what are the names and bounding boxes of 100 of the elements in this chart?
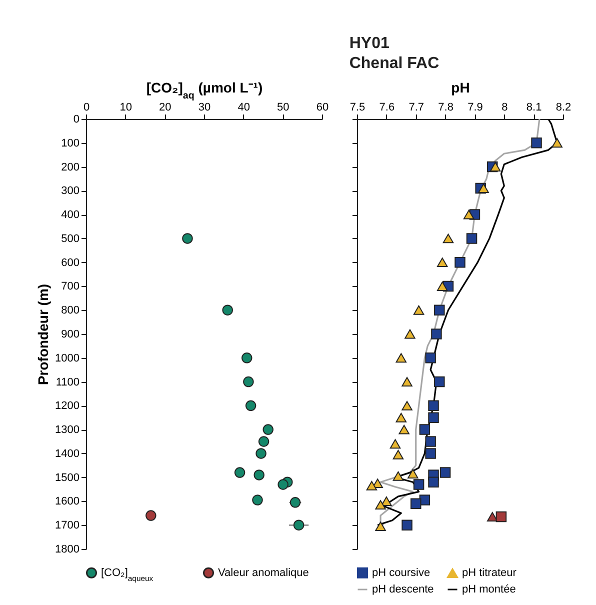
y-tick-label: 1000: [55, 352, 80, 364]
point: [428, 412, 439, 423]
point: [402, 400, 412, 410]
point: [478, 184, 489, 193]
y-tick-label: 1800: [55, 544, 80, 556]
point: [419, 424, 430, 435]
point: [146, 510, 156, 521]
point: [392, 471, 404, 481]
point: [436, 258, 448, 268]
x-tick-label: 40: [238, 102, 250, 114]
point: [419, 494, 430, 506]
point: [428, 476, 439, 488]
y-tick-label: 800: [61, 304, 80, 317]
point: [552, 138, 562, 148]
point: [413, 305, 424, 315]
point: [440, 467, 451, 478]
y-tick-label: 1200: [55, 400, 80, 412]
point: [182, 233, 193, 244]
legend-label: pH montée: [462, 584, 516, 596]
point: [256, 448, 266, 459]
point: [410, 498, 422, 509]
x-tick-label: 8.1: [526, 102, 542, 114]
x-tick-label: 10: [120, 102, 132, 114]
y-tick-label: 1700: [55, 520, 80, 532]
point: [442, 234, 454, 244]
point: [252, 494, 263, 506]
point: [436, 282, 448, 291]
point: [222, 304, 233, 316]
y-tick-label: 200: [61, 161, 80, 174]
point: [262, 424, 274, 435]
y-tick-label: 600: [61, 256, 80, 269]
point: [390, 439, 401, 449]
legend-label: pH descente: [372, 584, 434, 596]
x-tick-label: 30: [198, 102, 211, 114]
point: [278, 479, 288, 490]
point: [496, 511, 507, 522]
point: [434, 304, 445, 316]
point: [425, 436, 436, 447]
point: [245, 400, 256, 412]
point: [425, 352, 436, 364]
legend-label: Valeur anomalique: [218, 566, 309, 579]
point: [466, 233, 478, 244]
y-tick-label: 300: [61, 185, 80, 198]
point: [366, 480, 378, 490]
x-tick-label: 7.8: [438, 102, 454, 114]
y-tick-label: 0: [73, 114, 80, 126]
y-tick-label: 1600: [55, 496, 80, 508]
x-tick-label: 8.2: [556, 102, 572, 114]
point: [290, 497, 301, 508]
point: [402, 377, 412, 386]
point: [381, 496, 392, 506]
point: [531, 138, 542, 148]
chart-title: HY01: [349, 35, 390, 52]
y-tick-label: 1300: [55, 424, 80, 436]
point: [375, 522, 386, 532]
point: [425, 448, 436, 459]
y-tick-label: 1400: [55, 448, 80, 460]
y-tick-label: 100: [61, 137, 80, 150]
x-tick-label: 7.5: [350, 102, 366, 114]
x-tick-label: 7.6: [379, 102, 395, 114]
x-axis-title: pH: [451, 80, 470, 96]
point: [463, 210, 474, 220]
legend-label: pH coursive: [372, 566, 430, 579]
x-tick-label: 50: [277, 102, 290, 114]
point: [454, 256, 466, 268]
point: [398, 424, 410, 434]
y-tick-label: 1100: [56, 376, 80, 388]
point: [490, 162, 501, 172]
y-axis-title: Profondeur (m): [35, 284, 52, 386]
point: [402, 520, 412, 530]
chart-subtitle: Chenal FAC: [349, 55, 440, 72]
x-tick-label: 7.9: [468, 102, 483, 114]
y-tick-label: 900: [61, 328, 80, 340]
legend-label: pH titrateur: [462, 567, 517, 580]
point: [258, 436, 270, 447]
point: [396, 412, 407, 422]
point: [254, 470, 264, 480]
y-tick-label: 700: [61, 280, 80, 293]
x-axis-title: [CO₂]$_{aq}$ (µmol L⁻¹): [146, 80, 263, 101]
point: [431, 328, 442, 340]
point: [234, 467, 246, 478]
x-tick-label: 20: [159, 102, 172, 114]
y-tick-label: 500: [61, 232, 80, 245]
point: [434, 376, 445, 388]
y-tick-label: 400: [61, 209, 80, 222]
x-tick-label: 8: [502, 102, 508, 114]
y-tick-label: 1500: [55, 472, 80, 484]
point: [396, 353, 407, 363]
x-tick-label: 0: [83, 102, 90, 114]
point: [392, 450, 404, 460]
point: [408, 469, 418, 478]
point: [428, 400, 439, 412]
x-tick-label: 60: [316, 102, 329, 114]
x-tick-label: 7.7: [408, 102, 424, 114]
point: [243, 376, 254, 388]
point: [404, 329, 416, 339]
legend-label: [CO₂]$_{aqueux}$: [101, 566, 154, 582]
point: [413, 479, 424, 490]
point: [375, 500, 386, 510]
point: [293, 520, 304, 530]
